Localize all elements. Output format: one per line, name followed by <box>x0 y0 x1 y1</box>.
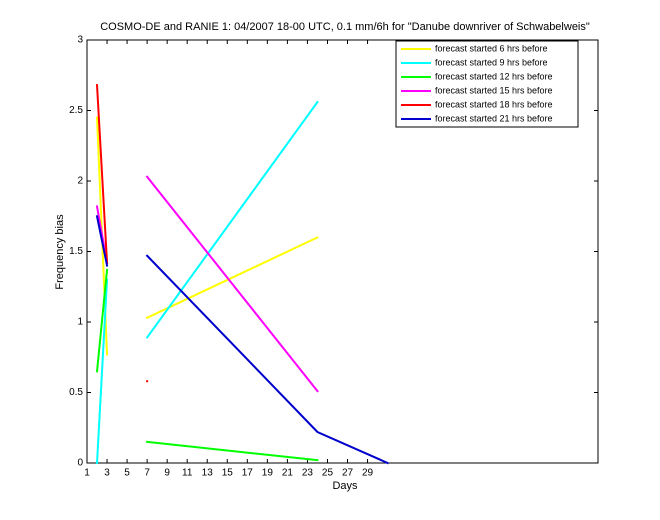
x-tick-label: 15 <box>222 468 234 479</box>
y-tick-label: 2 <box>77 176 83 187</box>
x-tick-label: 3 <box>104 468 110 479</box>
x-tick-label: 11 <box>182 468 193 479</box>
y-tick-label: 1.5 <box>69 246 83 257</box>
y-tick-label: 0.5 <box>69 387 83 398</box>
x-tick-label: 17 <box>242 468 254 479</box>
y-tick-label: 3 <box>77 35 83 46</box>
series-line <box>95 84 149 383</box>
y-tick-label: 0 <box>77 458 83 469</box>
y-tick-label: 2.5 <box>69 105 83 116</box>
legend-label: forecast started 6 hrs before <box>435 43 548 53</box>
legend-label: forecast started 18 hrs before <box>435 99 553 109</box>
series-line <box>95 100 319 465</box>
x-tick-label: 29 <box>362 468 374 479</box>
x-axis-label: Days <box>332 480 358 492</box>
x-tick-label: 7 <box>144 468 150 479</box>
chart-title: COSMO-DE and RANIE 1: 04/2007 18-00 UTC,… <box>100 21 590 33</box>
legend: forecast started 6 hrs before forecast st… <box>395 40 579 128</box>
x-tick-label: 21 <box>282 468 294 479</box>
series-line <box>95 268 319 462</box>
x-tick-label: 25 <box>322 468 334 479</box>
y-axis-label: Frequency bias <box>54 214 66 290</box>
x-tick-label: 13 <box>202 468 214 479</box>
series-line <box>95 175 319 393</box>
legend-label: forecast started 21 hrs before <box>435 113 553 123</box>
x-tick-label: 1 <box>84 468 90 479</box>
x-tick-label: 9 <box>164 468 170 479</box>
legend-label: forecast started 9 hrs before <box>435 57 548 67</box>
y-tick-label: 1 <box>77 317 83 328</box>
series-line <box>95 215 389 465</box>
x-tick-label: 5 <box>124 468 130 479</box>
x-tick-label: 23 <box>302 468 314 479</box>
x-tick-label: 27 <box>342 468 354 479</box>
x-tick-label: 19 <box>262 468 274 479</box>
legend-label: forecast started 12 hrs before <box>435 71 553 81</box>
legend-label: forecast started 15 hrs before <box>435 85 553 95</box>
legend-box <box>395 40 579 128</box>
